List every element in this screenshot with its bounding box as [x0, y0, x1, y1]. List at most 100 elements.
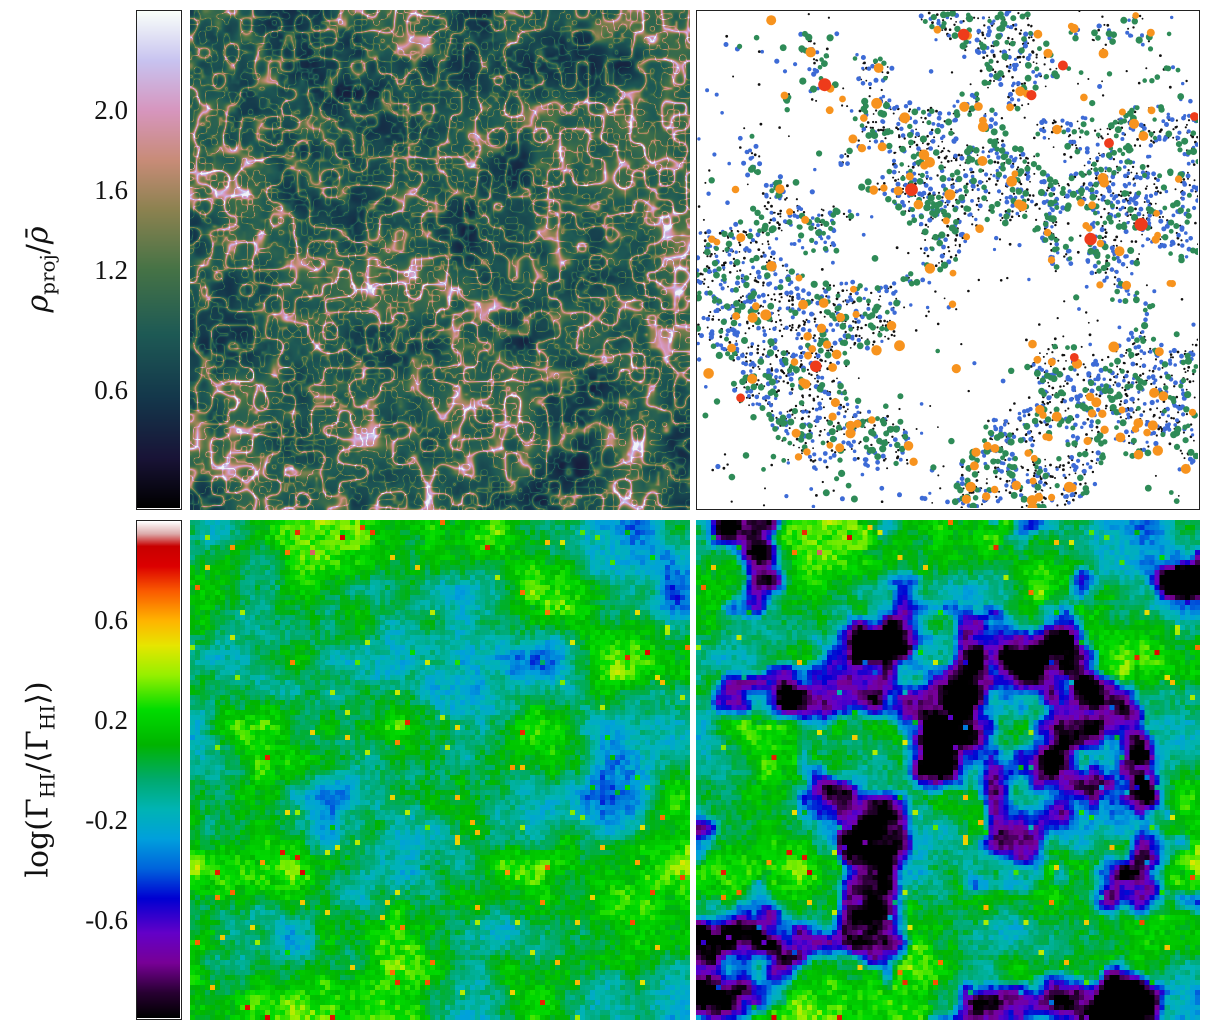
halo-point	[1109, 38, 1116, 45]
halo-point	[710, 253, 713, 256]
halo-point	[1173, 223, 1180, 229]
halo-point	[722, 347, 727, 352]
halo-point	[846, 289, 848, 292]
halo-point	[1095, 35, 1101, 41]
halo-point	[1067, 22, 1075, 30]
halo-point	[1012, 192, 1016, 195]
halo-point	[906, 220, 913, 226]
halo-point	[937, 111, 943, 116]
halo-point	[834, 305, 841, 312]
halo-point	[863, 109, 869, 115]
halo-point	[956, 175, 963, 183]
halo-point	[1125, 351, 1128, 354]
halo-point	[747, 327, 751, 330]
halo-point	[1124, 392, 1128, 396]
halo-point	[1053, 406, 1060, 413]
halo-point	[800, 351, 803, 355]
halo-point	[1106, 167, 1112, 173]
halo-point	[1016, 168, 1019, 171]
halo-point	[936, 122, 941, 128]
halo-point	[757, 402, 762, 407]
halo-point	[817, 405, 823, 411]
halo-point	[1064, 494, 1069, 499]
halo-point	[1147, 213, 1152, 218]
halo-point	[1082, 463, 1085, 466]
halo-point	[917, 191, 923, 197]
halo-point	[1163, 385, 1169, 391]
halo-point	[955, 189, 959, 194]
halo-point	[1043, 228, 1052, 237]
halo-point	[1011, 76, 1014, 79]
halo-point	[803, 250, 808, 256]
halo-point	[1129, 396, 1135, 402]
halo-point	[1038, 479, 1043, 485]
halo-point	[1181, 412, 1186, 417]
colorbar-tick-label: 1.2	[94, 255, 128, 285]
halo-point	[809, 237, 815, 243]
halo-point	[1161, 226, 1167, 232]
halo-point	[1078, 187, 1085, 195]
halo-point	[955, 99, 960, 104]
halo-point	[1095, 221, 1100, 226]
halo-point	[1110, 297, 1115, 302]
halo-point	[883, 430, 890, 437]
halo-point	[1141, 233, 1143, 236]
halo-point	[1007, 36, 1010, 40]
halo-point	[1193, 396, 1196, 399]
halo-point	[983, 441, 992, 451]
halo-point	[1130, 335, 1135, 340]
halo-point	[866, 121, 870, 124]
halo-point	[1080, 345, 1083, 348]
halo-point	[989, 107, 995, 113]
halo-point	[1174, 188, 1177, 191]
halo-point	[728, 473, 736, 481]
halo-point	[705, 88, 710, 93]
halo-point	[1113, 238, 1117, 242]
halo-point	[919, 172, 925, 178]
halo-point	[1114, 246, 1125, 257]
halo-point	[753, 143, 759, 149]
halo-point	[1092, 220, 1096, 224]
halo-point	[960, 205, 964, 208]
halo-point	[1106, 71, 1113, 77]
halo-point	[844, 281, 849, 286]
halo-point	[895, 126, 898, 129]
halo-point	[712, 152, 717, 157]
halo-point	[1063, 255, 1066, 258]
halo-point	[1043, 73, 1050, 80]
halo-point	[1000, 378, 1006, 384]
halo-point	[928, 491, 932, 495]
halo-point	[749, 164, 756, 172]
halo-point	[978, 41, 984, 47]
halo-point	[968, 40, 972, 44]
halo-point	[990, 49, 995, 54]
halo-point	[941, 244, 946, 250]
halo-point	[1123, 229, 1129, 235]
halo-point	[1151, 430, 1157, 436]
halo-point	[1114, 269, 1119, 274]
halo-point	[1127, 247, 1135, 254]
halo-point	[1070, 344, 1078, 351]
halo-point	[774, 375, 778, 379]
halo-point	[1175, 67, 1181, 73]
halo-point	[1126, 370, 1129, 374]
halo-point	[828, 428, 836, 436]
halo-point	[889, 65, 895, 71]
halo-point	[795, 336, 799, 341]
halo-point	[947, 33, 951, 38]
halo-point	[1077, 199, 1085, 207]
halo-point	[1061, 129, 1067, 135]
halo-point	[1153, 191, 1158, 196]
halo-point	[818, 457, 822, 462]
halo-point	[1113, 133, 1119, 139]
halo-point	[733, 287, 739, 293]
halo-point	[786, 413, 792, 419]
halo-point	[940, 11, 947, 19]
halo-point	[1147, 106, 1156, 115]
halo-point	[1001, 216, 1004, 220]
halo-point	[1143, 428, 1151, 437]
halo-point	[751, 265, 755, 270]
halo-point	[1105, 404, 1108, 408]
halo-point	[1176, 232, 1181, 238]
halo-point	[1082, 378, 1086, 382]
